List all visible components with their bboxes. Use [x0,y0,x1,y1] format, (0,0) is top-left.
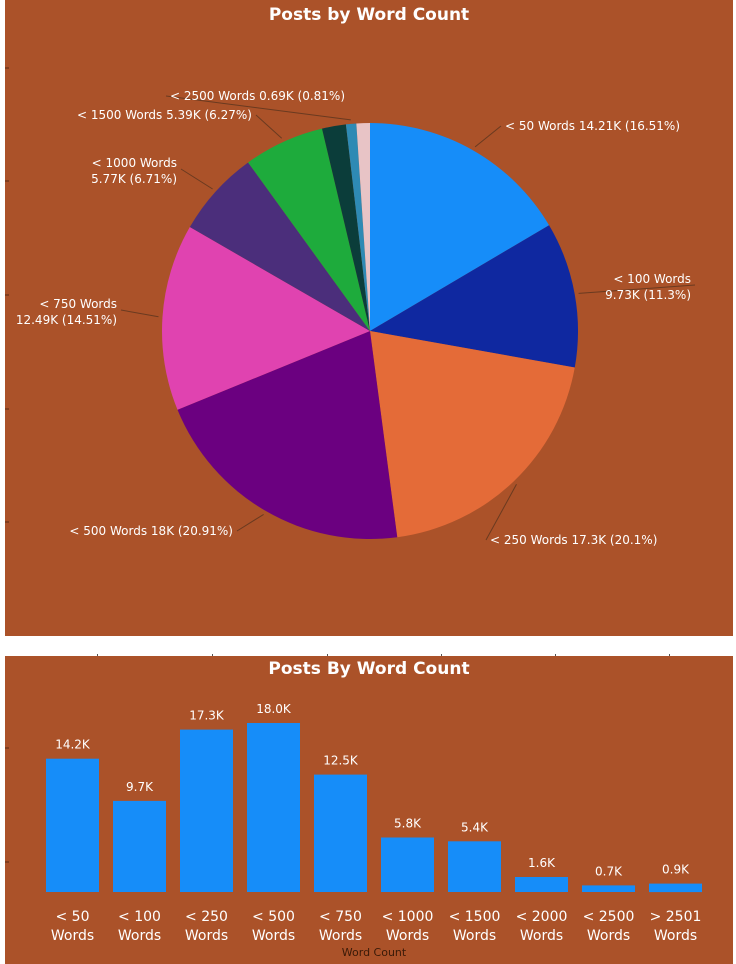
pie-slice[interactable] [370,225,578,368]
category-label: < 100 Words [118,909,161,944]
pie-slice[interactable] [345,123,370,331]
slice-label: < 250 Words 17.3K (20.1%) [490,533,657,547]
bar-value-label: 1.6K [528,856,556,870]
leader-line [474,125,502,148]
slice-label: < 50 Words 14.21K (16.51%) [505,119,680,133]
bar[interactable] [314,774,367,892]
bar-value-label: 5.4K [461,820,489,834]
pie-chart-panel: Posts by Word Count < 50 Words 14.21K (1… [5,0,733,636]
leader-line [165,95,351,121]
bar-value-label: 0.9K [662,863,690,877]
leader-line [255,114,283,139]
slice-label: < 1000 Words 5.77K (6.71%) [91,156,177,186]
bar-value-label: 9.7K [126,780,154,794]
bar[interactable] [247,723,300,892]
leader-line [236,513,264,532]
bar-value-label: 17.3K [189,709,225,723]
bar-value-label: 14.2K [55,738,91,752]
bar-value-label: 12.5K [323,754,359,768]
leader-line [180,168,213,190]
bar[interactable] [113,800,166,892]
pie-slice[interactable] [189,162,370,331]
pie-slice[interactable] [322,124,370,332]
bar[interactable] [649,883,702,893]
category-label: > 2501 Words [650,909,702,944]
category-label: < 2500 Words [583,909,635,944]
slice-label: < 2500 Words 0.69K (0.81%) [170,89,345,103]
pie-slice[interactable] [370,331,575,538]
bar-value-label: 0.7K [595,864,623,878]
bar[interactable] [515,877,568,892]
leader-line [120,309,159,318]
slice-label: < 750 Words 12.49K (14.51%) [16,297,117,327]
pie-slice[interactable] [248,128,370,331]
bar[interactable] [46,758,99,892]
bar-chart: 14.2K < 50 Words 9.7K < 100 Words 17.3K < 250 Wo… [5,702,702,959]
bar-chart-panel: Posts By Word Count 14.2K < 50 Words 9.7K < … [5,656,733,964]
category-label: < 1000 Words [382,909,434,944]
category-label: < 500 Words [252,909,295,944]
pie-chart-title: Posts by Word Count [268,5,470,25]
category-label: < 1500 Words [449,909,501,944]
slice-label: < 100 Words 9.73K (11.3%) [605,272,691,302]
bar-value-label: 5.8K [394,817,422,831]
pie-slice[interactable] [370,123,550,331]
category-label: < 250 Words [185,909,228,944]
pie-chart: < 50 Words 14.21K (16.51%) < 100 Words 9.7… [5,67,696,547]
slice-label: < 500 Words 18K (20.91%) [69,524,233,538]
category-label: < 2000 Words [516,909,568,944]
category-label: < 750 Words [319,909,362,944]
bar-value-label: 18.0K [256,702,292,716]
leader-line [485,484,517,541]
category-label: < 50 Words [51,909,94,944]
bar-chart-title: Posts By Word Count [268,659,470,679]
pie-slice[interactable] [177,331,398,540]
pie-slice[interactable] [356,123,370,331]
x-axis-title: Word Count [342,946,407,959]
bar[interactable] [582,885,635,892]
bar[interactable] [180,729,233,892]
slice-label: < 1500 Words 5.39K (6.27%) [77,108,252,122]
leader-line [578,284,696,294]
bar[interactable] [381,837,434,893]
pie-slice[interactable] [161,227,370,410]
bar[interactable] [448,841,501,892]
